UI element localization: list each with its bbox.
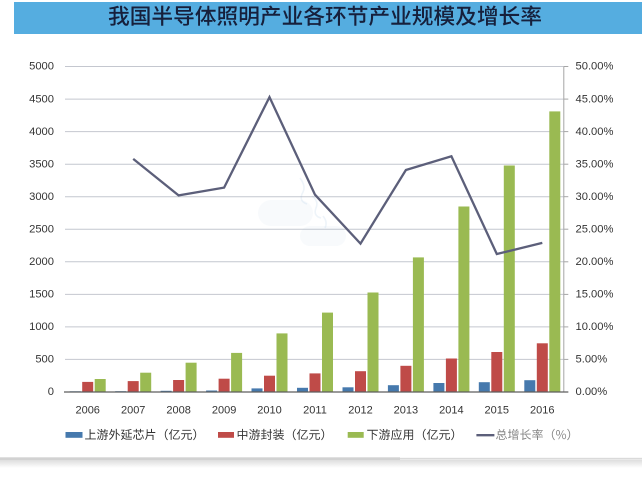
svg-text:25.00%: 25.00% <box>576 223 614 235</box>
svg-text:2500: 2500 <box>29 223 54 235</box>
svg-text:1500: 1500 <box>29 289 54 301</box>
svg-text:2014: 2014 <box>439 404 463 416</box>
svg-text:4500: 4500 <box>29 93 54 105</box>
svg-text:3000: 3000 <box>29 191 54 203</box>
svg-text:45.00%: 45.00% <box>576 93 614 105</box>
svg-text:0.00%: 0.00% <box>576 386 608 398</box>
svg-text:2012: 2012 <box>348 404 372 416</box>
svg-text:40.00%: 40.00% <box>576 126 614 138</box>
svg-text:2013: 2013 <box>394 404 418 416</box>
svg-text:0: 0 <box>48 386 54 398</box>
svg-text:50.00%: 50.00% <box>576 61 614 73</box>
svg-text:4000: 4000 <box>29 126 54 138</box>
svg-text:2011: 2011 <box>303 404 327 416</box>
svg-text:1000: 1000 <box>29 321 54 333</box>
svg-text:2008: 2008 <box>166 404 190 416</box>
svg-text:5000: 5000 <box>29 61 54 73</box>
svg-text:2009: 2009 <box>212 404 236 416</box>
svg-text:10.00%: 10.00% <box>576 321 614 333</box>
svg-text:2010: 2010 <box>257 404 281 416</box>
svg-text:2015: 2015 <box>485 404 509 416</box>
svg-text:15.00%: 15.00% <box>576 289 614 301</box>
svg-text:2006: 2006 <box>75 404 99 416</box>
svg-text:20.00%: 20.00% <box>576 256 614 268</box>
svg-text:3500: 3500 <box>29 158 54 170</box>
svg-text:35.00%: 35.00% <box>576 158 614 170</box>
svg-text:2007: 2007 <box>121 404 145 416</box>
svg-text:500: 500 <box>35 354 54 366</box>
svg-text:2016: 2016 <box>530 404 554 416</box>
svg-text:2000: 2000 <box>29 256 54 268</box>
svg-text:30.00%: 30.00% <box>576 191 614 203</box>
svg-text:5.00%: 5.00% <box>576 354 608 366</box>
